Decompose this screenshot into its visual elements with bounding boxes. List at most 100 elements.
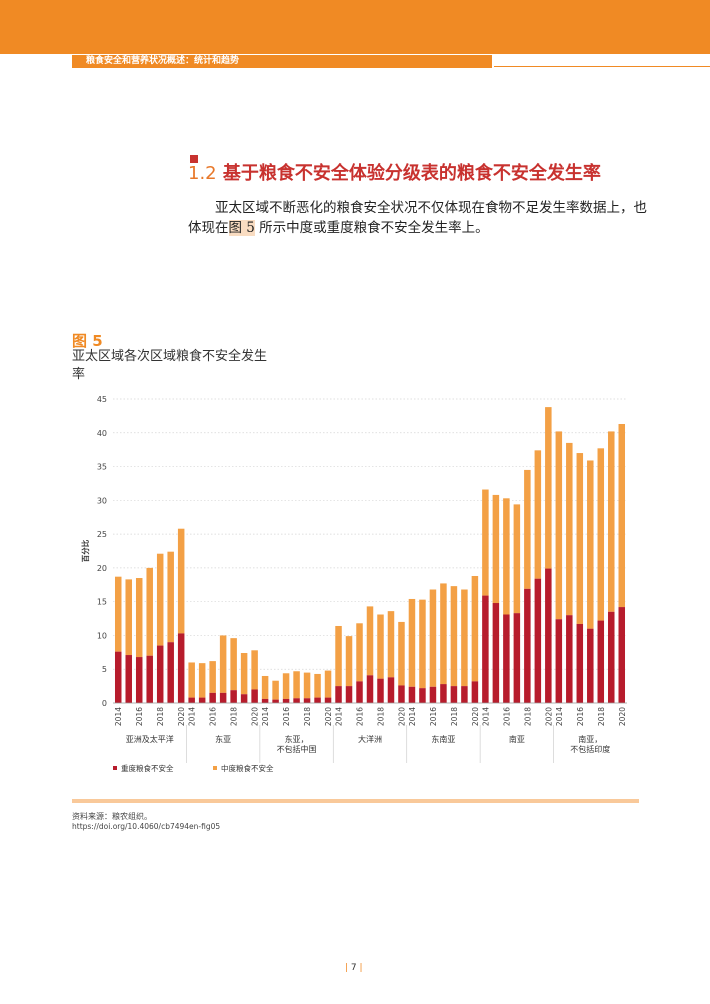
y-axis-label: 百分比 [80,539,90,562]
top-band [0,0,710,54]
bar-moderate [566,442,573,616]
x-tick-label: 2018 [376,707,385,726]
bar-severe [482,595,489,703]
x-tick-label: 2016 [502,707,511,726]
bar-moderate [261,675,269,699]
bar-moderate [272,680,279,700]
group-label: 东亚， [285,734,309,744]
y-tick-label: 10 [97,631,107,640]
bar-moderate [555,431,563,620]
source-divider [72,799,639,803]
bar-moderate [597,448,605,621]
bar-moderate [524,469,531,589]
legend-swatch [213,766,217,770]
bar-moderate [282,673,290,699]
bar-moderate [398,621,405,686]
bar-moderate [356,623,363,682]
body-paragraph: 亚太区域不断恶化的粮食安全状况不仅体现在食物不足发生率数据上，也体现在图 5 所… [188,198,648,238]
bar-moderate [450,586,458,687]
bar-severe [198,697,206,703]
bar-moderate [408,598,416,687]
bar-severe [177,633,185,703]
y-tick-label: 45 [97,395,107,404]
bar-moderate [492,494,500,604]
source-doi-link[interactable]: https://doi.org/10.4060/cb7494en-fig05 [72,822,221,831]
x-tick-label: 2016 [135,707,144,726]
legend-label: 中度粮食不安全 [221,763,274,773]
x-tick-label: 2018 [156,707,165,726]
bar-moderate [461,589,468,687]
bar-severe [167,642,174,703]
bar-severe [230,690,237,703]
bar-moderate [219,635,227,693]
y-tick-label: 15 [97,598,107,607]
bar-severe [251,689,258,703]
bar-moderate [345,636,353,687]
x-tick-label: 2014 [408,707,417,726]
y-tick-label: 25 [97,530,107,539]
legend-label: 重度粮食不安全 [121,763,174,773]
bar-moderate [209,661,216,693]
y-tick-label: 5 [102,665,107,674]
section-title: 基于粮食不安全体验分级表的粮食不安全发生率 [222,163,601,184]
x-tick-label: 2020 [471,707,480,726]
x-tick-label: 2014 [188,707,197,726]
x-tick-label: 2016 [429,707,438,726]
bar-moderate [198,663,206,698]
bar-moderate [303,672,311,699]
group-label: 不包括中国 [277,744,317,754]
bar-severe [293,698,300,703]
bar-severe [398,685,405,703]
bar-severe [303,698,311,703]
bar-moderate [618,423,626,608]
bar-severe [219,692,227,703]
bar-severe [125,655,132,703]
bar-severe [524,588,531,703]
bar-severe [440,684,447,703]
bar-severe [387,677,395,703]
bar-severe [377,678,384,703]
group-label: 大洋洲 [358,734,382,744]
header-rule [494,66,710,67]
x-tick-label: 2014 [555,707,564,726]
x-tick-label: 2018 [597,707,606,726]
bar-severe [534,578,542,703]
bar-severe [555,619,563,703]
x-tick-label: 2020 [324,707,333,726]
page-number: | 7 | [345,963,363,973]
x-tick-label: 2020 [544,707,553,726]
source-note: 资料来源：粮农组织。 [72,812,152,821]
bar-moderate [114,576,122,652]
body-text-end: 所示中度或重度粮食不安全发生率上。 [254,220,489,236]
bar-severe [608,611,615,703]
legend-swatch [113,766,117,770]
bar-moderate [135,578,143,658]
bar-severe [209,692,216,703]
bar-moderate [503,498,510,615]
x-tick-label: 2020 [618,707,627,726]
running-header-bar [72,55,492,68]
bar-severe [618,607,626,703]
bar-severe [576,623,584,703]
bar-severe [156,645,164,703]
bar-severe [135,657,143,703]
bar-severe [356,681,363,703]
bar-severe [419,688,426,703]
bar-moderate [366,606,374,676]
bar-moderate [156,553,164,646]
running-header-title: 粮食安全和营养状况概述：统计和趋势 [86,56,240,66]
bar-moderate [419,599,426,689]
bar-moderate [471,575,479,682]
bar-moderate [545,407,552,569]
figure-reference-link[interactable]: 图 5 [228,220,255,236]
x-tick-label: 2018 [450,707,459,726]
y-tick-label: 35 [97,463,107,472]
bar-severe [146,655,153,703]
x-tick-label: 2014 [481,707,490,726]
section-heading: 1.2 基于粮食不安全体验分级表的粮食不安全发生率 [188,162,601,186]
y-tick-label: 0 [102,699,107,708]
bar-moderate [293,671,300,699]
x-tick-label: 2014 [261,707,270,726]
x-tick-label: 2020 [251,707,260,726]
